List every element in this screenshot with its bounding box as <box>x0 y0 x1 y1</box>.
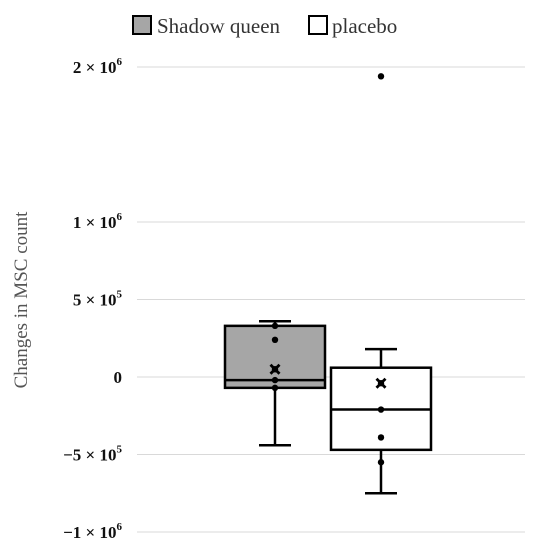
gridlines <box>137 66 525 533</box>
outlier-point <box>377 73 385 80</box>
y-tick-label: 5 × 105 <box>73 289 123 310</box>
data-point <box>271 322 279 330</box>
data-point <box>377 459 385 466</box>
legend-label-placebo: placebo <box>332 14 397 38</box>
mean-marker <box>375 377 387 389</box>
data-point <box>271 336 279 343</box>
data-point <box>377 434 385 441</box>
data-point <box>271 376 279 384</box>
data-point <box>271 384 279 392</box>
y-tick-label: 1 × 106 <box>73 211 123 232</box>
data-point <box>377 406 385 413</box>
legend-swatch-shadow-queen <box>132 15 152 35</box>
mean-marker <box>269 363 281 375</box>
box-placebo <box>329 73 433 495</box>
y-tick-label: −5 × 105 <box>63 444 122 465</box>
legend-swatch-placebo <box>308 15 328 35</box>
y-tick-label: −1 × 106 <box>63 521 122 542</box>
y-axis-ticks: 2 × 106 1 × 106 5 × 105 0 −5 × 105 −1 × 106 <box>63 56 122 542</box>
y-tick-label: 0 <box>114 368 123 387</box>
y-tick-label: 2 × 106 <box>73 56 123 77</box>
legend-label-shadow-queen: Shadow queen <box>157 14 281 38</box>
y-axis-label: Changes in MSC count <box>11 211 32 389</box>
box-shadow-queen <box>223 319 327 447</box>
box-series <box>223 73 433 495</box>
legend: Shadow queen placebo <box>132 14 397 38</box>
